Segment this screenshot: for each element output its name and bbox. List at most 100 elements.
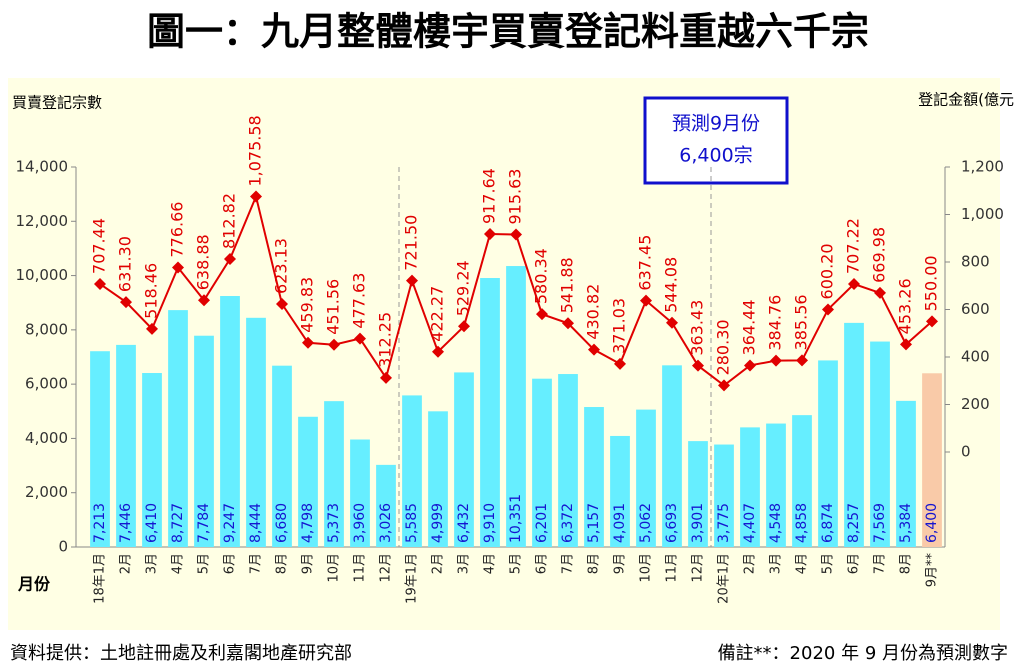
line-marker xyxy=(146,322,158,335)
x-tick-label: 8月 xyxy=(899,553,914,574)
y-tick-label: 4,000 xyxy=(25,429,68,447)
line-value-label: 623.13 xyxy=(272,238,291,294)
x-tick-label: 5月 xyxy=(821,553,836,574)
bar xyxy=(246,317,266,547)
y-axis-title: 買賣登記宗數 xyxy=(12,94,102,112)
x-tick-label: 11月 xyxy=(665,553,680,583)
y2-tick-label: 0 xyxy=(961,443,971,461)
line-value-label: 518.46 xyxy=(142,263,161,319)
bar xyxy=(90,351,110,547)
line-marker xyxy=(640,294,652,307)
line-value-label: 363.43 xyxy=(688,300,707,356)
line-marker xyxy=(796,354,808,367)
x-tick-label: 7月 xyxy=(873,553,888,574)
line-value-label: 451.56 xyxy=(324,279,343,335)
bar xyxy=(870,341,890,547)
x-axis-title: 月份 xyxy=(17,575,51,594)
bar-value-label: 6,693 xyxy=(664,503,680,543)
x-tick-label: 4月 xyxy=(795,553,810,574)
bar xyxy=(766,423,786,547)
x-tick-label: 6月 xyxy=(535,553,550,574)
bar-value-label: 6,874 xyxy=(820,503,836,543)
line-value-label: 312.25 xyxy=(376,312,395,368)
bar-value-label: 6,680 xyxy=(274,503,290,543)
line-marker xyxy=(276,298,288,311)
line-value-label: 812.82 xyxy=(220,193,239,249)
bar xyxy=(480,278,500,547)
bar xyxy=(142,373,162,547)
line-marker xyxy=(302,336,314,349)
line-marker xyxy=(120,296,132,309)
y-tick-label: 6,000 xyxy=(25,375,68,393)
bar-value-label: 6,400 xyxy=(924,503,940,543)
bar xyxy=(662,365,682,547)
line-value-label: 721.50 xyxy=(402,215,421,271)
bar xyxy=(298,416,318,547)
line-value-label: 280.30 xyxy=(714,319,733,375)
source-note: 資料提供：土地註冊處及利嘉閣地產研究部 xyxy=(10,643,352,664)
line-marker xyxy=(926,315,938,328)
y-tick-label: 12,000 xyxy=(16,212,69,230)
line-marker xyxy=(692,359,704,372)
line-value-label: 631.30 xyxy=(116,236,135,292)
line-marker xyxy=(536,308,548,321)
line-marker xyxy=(718,379,730,392)
annotation: 6,400宗 xyxy=(679,145,752,167)
bar xyxy=(584,407,604,547)
bar-value-label: 5,157 xyxy=(586,503,602,543)
bar-value-label: 5,585 xyxy=(404,503,420,543)
x-tick-label: 6月 xyxy=(223,553,238,574)
line-marker xyxy=(848,278,860,291)
bar xyxy=(792,415,812,547)
x-tick-label: 11月 xyxy=(353,553,368,583)
line-marker xyxy=(562,317,574,330)
bar-value-label: 4,091 xyxy=(612,503,628,543)
bar xyxy=(558,374,578,547)
x-tick-label: 10月 xyxy=(639,553,654,583)
bar-value-label: 9,910 xyxy=(482,503,498,543)
x-tick-label: 18年1月 xyxy=(93,553,108,604)
line-value-label: 638.88 xyxy=(194,234,213,290)
bar xyxy=(896,400,916,547)
line-marker xyxy=(484,228,496,241)
y2-tick-label: 800 xyxy=(961,253,990,271)
bar-value-label: 6,372 xyxy=(560,503,576,543)
annotation-box xyxy=(643,96,789,185)
bar xyxy=(194,335,214,547)
bar xyxy=(116,344,136,547)
y-tick-label: 10,000 xyxy=(16,266,69,284)
line-marker xyxy=(172,261,184,274)
line-value-label: 600.20 xyxy=(818,243,837,299)
bar xyxy=(402,395,422,547)
bar xyxy=(740,427,760,547)
line-value-label: 477.63 xyxy=(350,273,369,329)
bar-value-label: 3,960 xyxy=(352,503,368,543)
line-value-label: 385.56 xyxy=(792,294,811,350)
y2-axis-title: 登記金額(億元 xyxy=(918,91,1014,109)
y-tick-label: 14,000 xyxy=(16,158,69,176)
bar-value-label: 10,351 xyxy=(508,494,524,543)
bar-value-label: 4,798 xyxy=(300,503,316,543)
bar-value-label: 9,247 xyxy=(222,503,238,543)
line-value-label: 371.03 xyxy=(610,298,629,354)
bar xyxy=(610,435,630,547)
x-tick-label: 5月 xyxy=(197,553,212,574)
x-tick-label: 4月 xyxy=(171,553,186,574)
line-marker xyxy=(224,252,236,265)
bar-value-label: 6,432 xyxy=(456,503,472,543)
y2-tick-label: 1,000 xyxy=(961,205,1004,223)
line-value-label: 707.44 xyxy=(90,218,109,274)
bar-value-label: 6,201 xyxy=(534,503,550,543)
line-value-label: 1,075.58 xyxy=(246,115,265,186)
bar xyxy=(324,401,344,547)
bar-value-label: 3,026 xyxy=(378,503,394,543)
line-marker xyxy=(354,332,366,345)
line-value-label: 541.88 xyxy=(558,257,577,313)
bar-value-label: 3,901 xyxy=(690,503,706,543)
line-marker xyxy=(432,345,444,358)
line-value-label: 637.45 xyxy=(636,235,655,291)
line-value-label: 453.26 xyxy=(896,278,915,334)
y-tick-label: 0 xyxy=(58,538,68,556)
line-value-label: 669.98 xyxy=(870,227,889,283)
line-marker xyxy=(822,303,834,316)
